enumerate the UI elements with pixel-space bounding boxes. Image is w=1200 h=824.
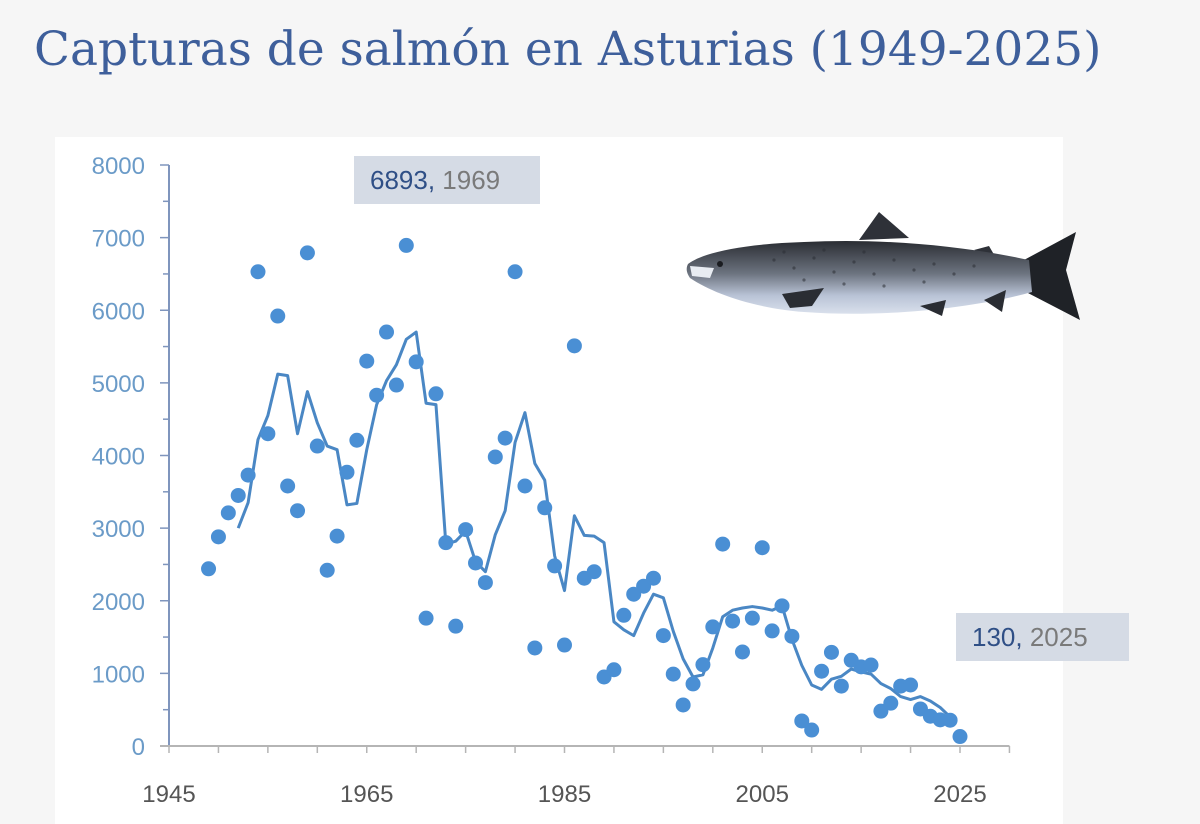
data-point — [339, 464, 355, 480]
data-point — [458, 522, 474, 538]
data-point — [705, 619, 721, 635]
salmon-fish-icon — [684, 208, 1084, 333]
data-point — [645, 570, 661, 586]
x-tick-label: 1945 — [142, 781, 195, 808]
x-tick-label: 2025 — [933, 781, 986, 808]
data-point — [665, 666, 681, 682]
data-point — [863, 657, 879, 673]
data-point — [329, 528, 345, 544]
data-point — [557, 637, 572, 653]
data-point — [379, 324, 395, 340]
data-point — [477, 575, 493, 591]
y-tick-label: 1000 — [92, 661, 145, 688]
chart-canvas: 0 1000 2000 3000 4000 5000 6000 7000 8000 1945 196… — [92, 153, 1011, 808]
data-point — [616, 607, 632, 623]
data-point — [903, 677, 919, 693]
data-point — [497, 430, 513, 446]
last-callout-year: 2025 — [1022, 622, 1088, 652]
data-point — [240, 467, 256, 483]
data-point — [280, 478, 296, 494]
data-point — [833, 678, 849, 694]
y-tick-label: 3000 — [92, 516, 145, 543]
data-point — [566, 338, 582, 354]
data-point — [309, 438, 325, 454]
data-point — [675, 697, 691, 713]
data-point — [942, 712, 958, 728]
x-tick-label: 1985 — [538, 781, 591, 808]
data-point — [210, 529, 226, 545]
data-point — [734, 644, 750, 660]
data-point — [764, 623, 780, 639]
page-title: Capturas de salmón en Asturias (1949-202… — [34, 22, 1102, 77]
data-point — [527, 640, 543, 656]
data-point — [507, 264, 523, 280]
data-point — [408, 354, 424, 370]
data-point — [201, 561, 217, 577]
data-point — [230, 487, 246, 503]
data-point — [299, 245, 315, 261]
y-tick-label: 8000 — [92, 153, 145, 180]
data-point — [804, 722, 820, 738]
data-point — [784, 628, 800, 644]
data-point — [744, 610, 760, 626]
data-point — [774, 598, 790, 614]
last-callout: 130, 2025 — [956, 613, 1129, 661]
y-tick-label: 7000 — [92, 226, 145, 253]
data-point — [695, 657, 711, 673]
data-point — [468, 555, 484, 571]
data-point — [517, 478, 533, 494]
data-point — [883, 695, 899, 711]
moving-average-line — [236, 330, 952, 719]
y-tick-label: 0 — [132, 734, 145, 761]
data-point — [655, 628, 671, 644]
y-tick-label: 6000 — [92, 298, 145, 325]
y-tick-label: 4000 — [92, 444, 145, 471]
data-point — [349, 432, 365, 448]
data-point — [606, 662, 622, 678]
x-tick-label: 1965 — [340, 781, 393, 808]
data-point — [290, 503, 306, 519]
data-point — [448, 618, 464, 634]
data-point — [814, 663, 830, 679]
data-point — [220, 505, 236, 521]
data-point — [250, 264, 266, 280]
max-callout-year: 1969 — [435, 165, 501, 195]
x-tick-label: 2005 — [736, 781, 789, 808]
data-point — [725, 613, 741, 629]
data-point — [438, 535, 454, 551]
data-point — [794, 713, 810, 729]
data-point — [388, 377, 404, 393]
data-point — [270, 308, 286, 324]
last-callout-value: 130, — [972, 622, 1023, 652]
data-point — [260, 426, 276, 442]
data-point — [952, 729, 968, 745]
data-point — [754, 540, 770, 556]
data-point — [359, 353, 375, 369]
y-tick-label: 5000 — [92, 371, 145, 398]
max-callout-value: 6893, — [370, 165, 436, 195]
data-point — [547, 558, 563, 574]
data-point — [319, 562, 335, 578]
max-callout: 6893, 1969 — [354, 156, 540, 204]
data-point — [823, 644, 839, 660]
data-point — [398, 237, 414, 253]
data-point — [586, 564, 602, 580]
data-point — [369, 387, 385, 403]
data-point — [537, 500, 553, 516]
data-point — [715, 536, 731, 552]
y-tick-label: 2000 — [92, 589, 145, 616]
data-point — [418, 610, 434, 626]
data-point — [428, 386, 444, 402]
data-point — [685, 676, 701, 692]
data-point — [487, 449, 503, 465]
